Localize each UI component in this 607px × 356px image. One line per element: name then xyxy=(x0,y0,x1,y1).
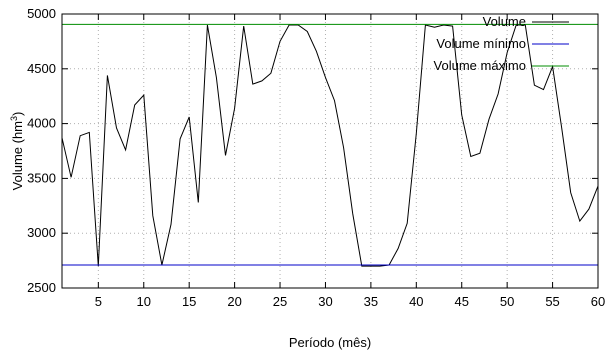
y-tick-label: 3000 xyxy=(27,225,56,240)
x-tick-label: 35 xyxy=(364,294,378,309)
x-tick-label: 30 xyxy=(318,294,332,309)
y-tick-label: 5000 xyxy=(27,6,56,21)
x-tick-label: 60 xyxy=(591,294,605,309)
x-tick-label: 55 xyxy=(545,294,559,309)
x-tick-label: 40 xyxy=(409,294,423,309)
x-axis-title: Período (mês) xyxy=(289,335,371,350)
y-axis-title: Volume (hm3) xyxy=(9,112,25,191)
legend-label: Volume xyxy=(483,14,526,29)
x-tick-label: 45 xyxy=(454,294,468,309)
plot-frame xyxy=(61,13,599,289)
x-tick-label: 15 xyxy=(182,294,196,309)
y-tick-label: 4500 xyxy=(27,61,56,76)
y-tick-label: 4000 xyxy=(27,116,56,131)
y-tick-label: 2500 xyxy=(27,280,56,295)
y-tick-label: 3500 xyxy=(27,170,56,185)
y-axis-title-suffix: ) xyxy=(10,112,25,116)
y-axis-title-superscript: 3 xyxy=(9,116,19,121)
legend-label: Volume máximo xyxy=(434,58,526,73)
series-line-volume xyxy=(61,24,599,267)
legend: Volume Volume mínimo Volume máximo xyxy=(434,14,569,73)
grid xyxy=(62,14,599,288)
series-layer xyxy=(61,23,599,267)
y-axis-title-main: Volume (hm xyxy=(10,121,25,190)
ticks: 5 10 15 20 25 30 35 40 45 50 55 60 2500 3000 3500 4000 4… xyxy=(27,6,605,309)
x-tick-label: 20 xyxy=(227,294,241,309)
legend-label: Volume mínimo xyxy=(436,36,526,51)
x-tick-label: 25 xyxy=(273,294,287,309)
x-tick-label: 50 xyxy=(500,294,514,309)
x-tick-label: 5 xyxy=(95,294,102,309)
x-tick-label: 10 xyxy=(137,294,151,309)
